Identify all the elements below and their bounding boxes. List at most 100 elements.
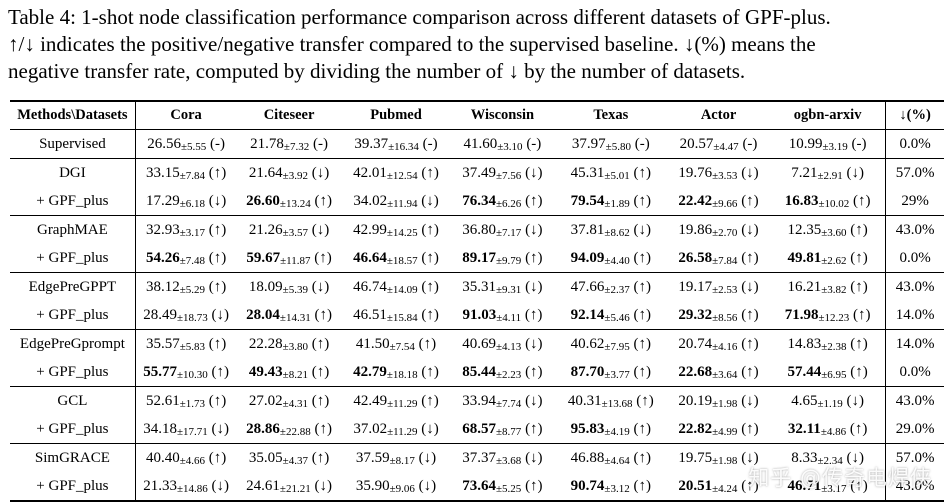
std-value: ±8.21 bbox=[282, 368, 308, 381]
transfer-indicator: (↑) bbox=[633, 477, 651, 494]
std-value: ±15.84 bbox=[386, 311, 418, 324]
transfer-indicator: (↓) bbox=[525, 392, 543, 409]
result-cell: 29.32±8.56 (↑) bbox=[667, 301, 770, 330]
result-cell: 37.02±11.29 (↓) bbox=[341, 415, 451, 444]
transfer-indicator: (↑) bbox=[314, 192, 332, 209]
result-cell: 32.93±3.17 (↑) bbox=[134, 215, 237, 244]
transfer-indicator: (↓) bbox=[741, 164, 759, 181]
mean-value: 95.83 bbox=[570, 420, 605, 437]
std-value: ±2.34 bbox=[817, 454, 843, 467]
std-value: ±11.29 bbox=[387, 397, 418, 410]
result-cell: 49.81±2.62 (↑) bbox=[769, 244, 886, 273]
mean-value: 46.88 bbox=[570, 449, 605, 466]
result-cell: 37.81±8.62 (↓) bbox=[554, 216, 667, 245]
negative-rate: 57.0% bbox=[885, 158, 944, 187]
result-cell: 35.05±4.37 (↑) bbox=[236, 444, 341, 473]
table-row: GraphMAE 32.93±3.17 (↑) 21.26±3.57 (↓) 42.9… bbox=[10, 215, 944, 245]
std-value: ±4.24 bbox=[712, 482, 738, 495]
mean-value: 59.67 bbox=[246, 249, 281, 266]
transfer-indicator: (↑) bbox=[525, 192, 543, 209]
transfer-indicator: (↑) bbox=[421, 164, 439, 181]
table-row: EdgePreGPPT 38.12±5.29 (↑) 18.09±5.39 (↓) 4… bbox=[10, 272, 944, 302]
std-value: ±3.82 bbox=[821, 283, 847, 296]
table-row: EdgePreGprompt 35.57±5.83 (↑) 22.28±3.80 (… bbox=[10, 329, 944, 358]
table-row: GCL 52.61±1.73 (↑) 27.02±4.31 (↑) 42.49±11.… bbox=[10, 386, 944, 416]
transfer-indicator: (↑) bbox=[633, 335, 651, 352]
transfer-indicator: (↑) bbox=[311, 392, 330, 409]
negative-rate: 43.0% bbox=[885, 386, 944, 415]
std-value: ±13.68 bbox=[601, 397, 633, 410]
std-value: ±3.19 bbox=[822, 140, 848, 153]
transfer-indicator: (↑) bbox=[421, 221, 439, 238]
result-cell: 19.76±3.53 (↓) bbox=[667, 159, 770, 188]
transfer-indicator: (↑) bbox=[311, 335, 330, 352]
transfer-indicator: (↑) bbox=[741, 306, 759, 323]
mean-value: 36.80 bbox=[462, 221, 497, 238]
negative-rate: 14.0% bbox=[885, 301, 944, 330]
mean-value: 21.78 bbox=[250, 135, 284, 152]
result-cell: 46.71±3.17 (↑) bbox=[769, 472, 886, 502]
mean-value: 35.90 bbox=[355, 477, 390, 494]
table-row: SimGRACE 40.40±4.66 (↑) 35.05±4.37 (↑) 37.5… bbox=[10, 443, 944, 473]
transfer-indicator: (↓) bbox=[525, 278, 543, 295]
result-cell: 87.70±3.77 (↑) bbox=[554, 358, 668, 387]
result-cell: 54.26±7.48 (↑) bbox=[134, 244, 237, 273]
mean-value: 40.40 bbox=[145, 449, 180, 466]
mean-value: 37.49 bbox=[462, 164, 497, 181]
result-cell: 68.57±8.77 (↑) bbox=[450, 415, 555, 444]
result-cell: 90.74±3.12 (↑) bbox=[554, 472, 668, 502]
mean-value: 49.43 bbox=[248, 363, 283, 380]
mean-value: 41.50 bbox=[355, 335, 390, 352]
mean-value: 54.26 bbox=[145, 249, 180, 266]
result-cell: 19.86±2.70 (↓) bbox=[667, 216, 770, 245]
mean-value: 28.04 bbox=[246, 306, 280, 323]
mean-value: 40.69 bbox=[462, 335, 497, 352]
transfer-indicator: (↓) bbox=[741, 392, 759, 409]
result-cell: 40.31±13.68 (↑) bbox=[554, 387, 667, 416]
std-value: ±4.99 bbox=[712, 425, 738, 438]
result-cell: 8.33±2.34 (↓) bbox=[770, 444, 886, 473]
transfer-indicator: (↑) bbox=[208, 164, 227, 181]
std-value: ±12.54 bbox=[386, 169, 418, 182]
std-value: ±5.29 bbox=[179, 283, 205, 296]
mean-value: 71.98 bbox=[784, 306, 819, 323]
std-value: ±2.37 bbox=[604, 283, 630, 296]
negative-rate: 0.0% bbox=[885, 244, 944, 273]
std-value: ±10.30 bbox=[176, 368, 208, 381]
std-value: ±3.64 bbox=[712, 368, 738, 381]
std-value: ±9.79 bbox=[496, 254, 522, 267]
mean-value: 12.35 bbox=[787, 221, 822, 238]
mean-value: 34.02 bbox=[353, 192, 388, 209]
result-cell: 12.35±3.60 (↑) bbox=[770, 216, 886, 245]
mean-value: 7.21 bbox=[791, 164, 818, 181]
mean-value: 40.62 bbox=[570, 335, 605, 352]
std-value: ±9.66 bbox=[712, 197, 738, 210]
result-cell: 18.09±5.39 (↓) bbox=[236, 273, 341, 302]
std-value: ±7.32 bbox=[283, 140, 310, 153]
transfer-indicator: (-) bbox=[422, 135, 438, 152]
std-value: ±5.55 bbox=[180, 140, 207, 153]
result-cell: 21.64±3.92 (↓) bbox=[236, 159, 341, 188]
table-header-row: Methods\Datasets Cora Citeseer Pubmed Wi… bbox=[10, 100, 944, 130]
mean-value: 27.02 bbox=[248, 392, 283, 409]
result-cell: 7.21±2.91 (↓) bbox=[770, 159, 886, 188]
method-name: + GPF_plus bbox=[10, 415, 136, 444]
transfer-indicator: (↑) bbox=[850, 477, 868, 494]
transfer-indicator: (↓) bbox=[314, 477, 332, 494]
result-cell: 55.77±10.30 (↑) bbox=[134, 358, 237, 387]
mean-value: 39.37 bbox=[354, 135, 389, 152]
transfer-indicator: (↑) bbox=[741, 335, 759, 352]
std-value: ±2.91 bbox=[817, 169, 843, 182]
mean-value: 14.83 bbox=[787, 335, 822, 352]
negative-rate: 29% bbox=[885, 187, 944, 216]
mean-value: 28.49 bbox=[143, 306, 177, 323]
mean-value: 19.75 bbox=[678, 449, 713, 466]
std-value: ±3.17 bbox=[179, 226, 205, 239]
mean-value: 16.83 bbox=[784, 192, 819, 209]
std-value: ±14.86 bbox=[176, 482, 208, 495]
result-cell: 32.11±4.86 (↑) bbox=[769, 415, 886, 444]
result-cell: 22.82±4.99 (↑) bbox=[667, 415, 770, 444]
table-row: + GPF_plus 17.29±6.18 (↓) 26.60±13.24 (↑) 3… bbox=[10, 187, 944, 216]
transfer-indicator: (↑) bbox=[850, 221, 868, 238]
result-cell: 28.04±14.31 (↑) bbox=[236, 301, 342, 330]
